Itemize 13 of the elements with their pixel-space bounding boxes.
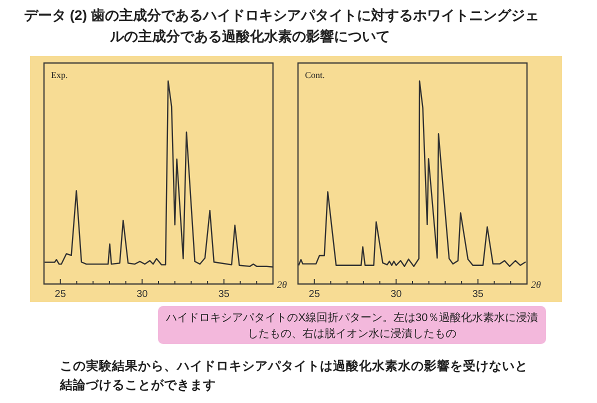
x-axis-title: 2θ bbox=[277, 280, 287, 291]
x-tick-label: 35 bbox=[472, 289, 484, 300]
x-tick-label: 30 bbox=[390, 289, 402, 300]
x-tick-label: 35 bbox=[218, 289, 230, 300]
text: データ (2) 歯の主成分であるハイドロキシアパタイトに対するホワイトニングジェルの主成分である過酸化水素の影響について bbox=[24, 7, 539, 44]
x-axis-title: 2θ bbox=[531, 280, 541, 291]
x-tick-label: 25 bbox=[54, 289, 66, 300]
chart-title: Cont. bbox=[305, 70, 325, 80]
chart-title: Exp. bbox=[51, 70, 68, 80]
x-tick-label: 25 bbox=[308, 289, 320, 300]
x-tick-label: 30 bbox=[136, 289, 148, 300]
text: ハイドロキシアパタイトのX線回折パターン。左は30％過酸化水素水に浸漬したもの、右は脱イオン水に浸漬したもの bbox=[165, 311, 538, 340]
text: この実験結果から、ハイドロキシアパタイトは過酸化水素水の影響を受けないと結論づけることができます bbox=[59, 358, 528, 392]
